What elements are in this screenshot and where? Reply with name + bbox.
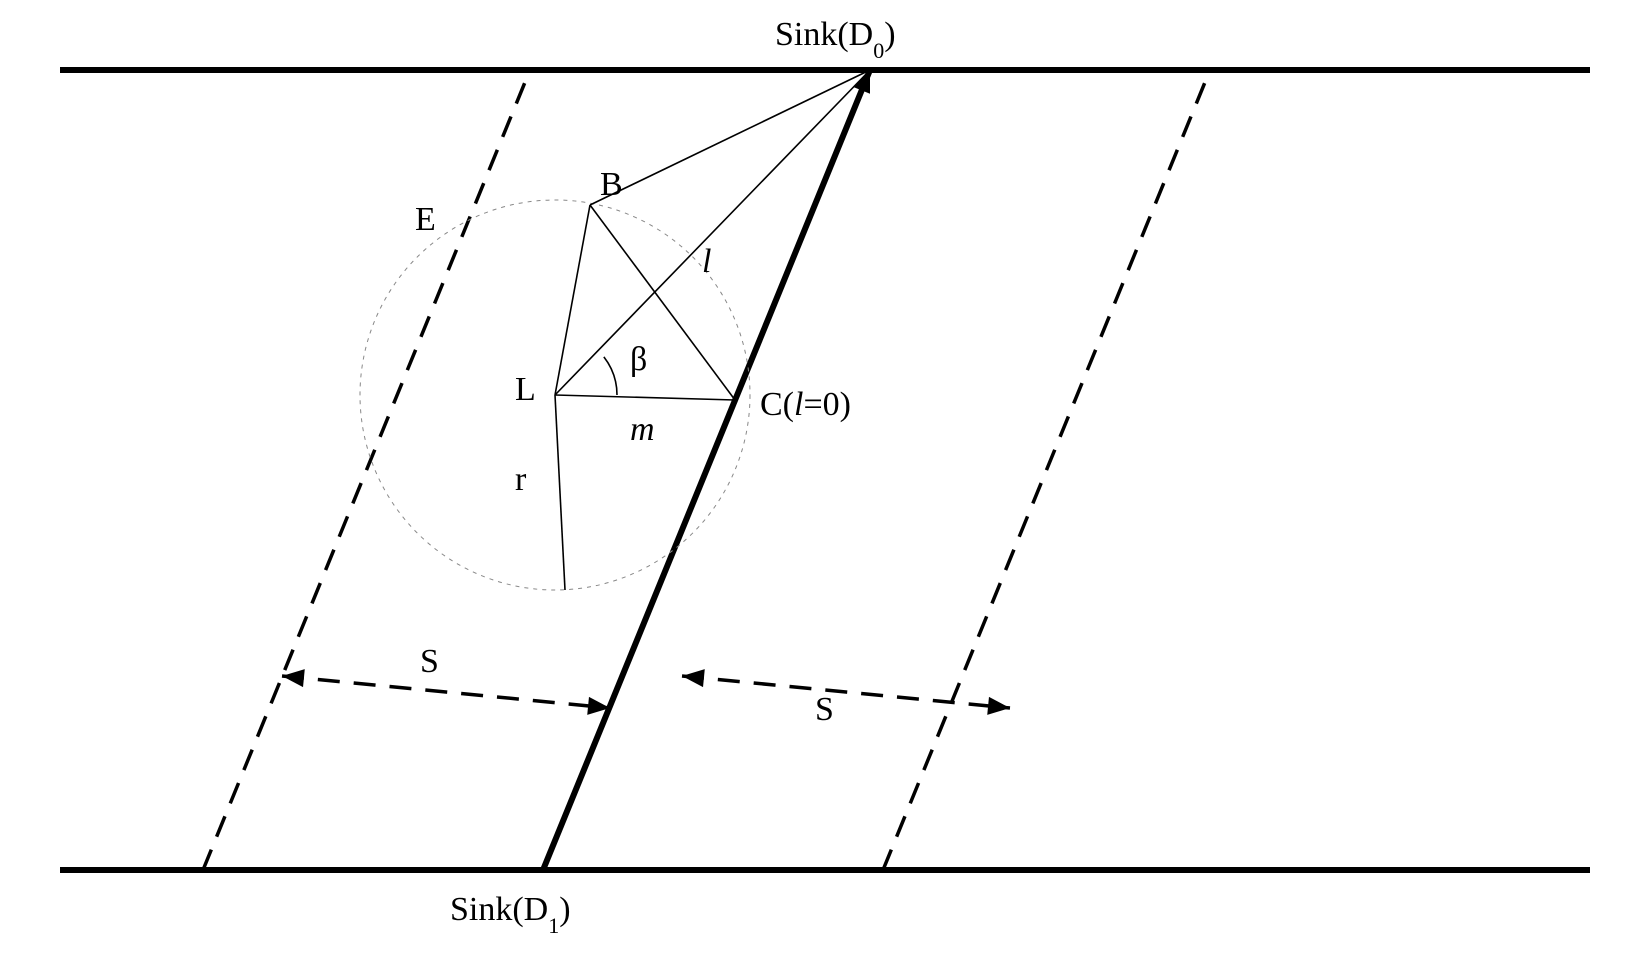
shapes-layer xyxy=(60,70,1590,870)
segment-BA xyxy=(590,70,870,205)
s-left-doublearrow-arrow-start xyxy=(282,669,305,687)
label-l: l xyxy=(702,243,711,280)
s-right-doublearrow xyxy=(682,676,1010,708)
left-dashed-line xyxy=(203,70,530,870)
s-left-doublearrow xyxy=(282,676,610,708)
diagram-canvas: Sink(D0) Sink(D1) B E Lr m l β C(l=0) S S xyxy=(0,0,1639,959)
label-E: E xyxy=(415,201,436,238)
label-beta: β xyxy=(630,341,647,378)
labels-layer: Sink(D0) Sink(D1) B E Lr m l β C(l=0) S S xyxy=(415,16,896,938)
label-B: B xyxy=(600,166,623,203)
center-solid-line xyxy=(543,70,870,870)
label-sink-bottom: Sink(D1) xyxy=(450,891,571,938)
label-sink-top: Sink(D0) xyxy=(775,16,896,63)
s-right-doublearrow-arrow-start xyxy=(682,669,705,687)
s-right-doublearrow-arrow-end xyxy=(987,697,1010,715)
segment-LB xyxy=(555,205,590,395)
label-L: L xyxy=(515,371,536,408)
label-C: C(l=0) xyxy=(760,386,851,423)
segment-LA xyxy=(555,70,870,395)
angle-beta-arc xyxy=(604,357,617,395)
label-S-left: S xyxy=(420,643,439,680)
segment-LC-m xyxy=(555,395,735,400)
segment-Lr xyxy=(555,395,565,590)
label-S-right: S xyxy=(815,691,834,728)
label-r: r xyxy=(515,461,527,498)
label-m: m xyxy=(630,411,655,448)
right-dashed-line xyxy=(883,70,1210,870)
